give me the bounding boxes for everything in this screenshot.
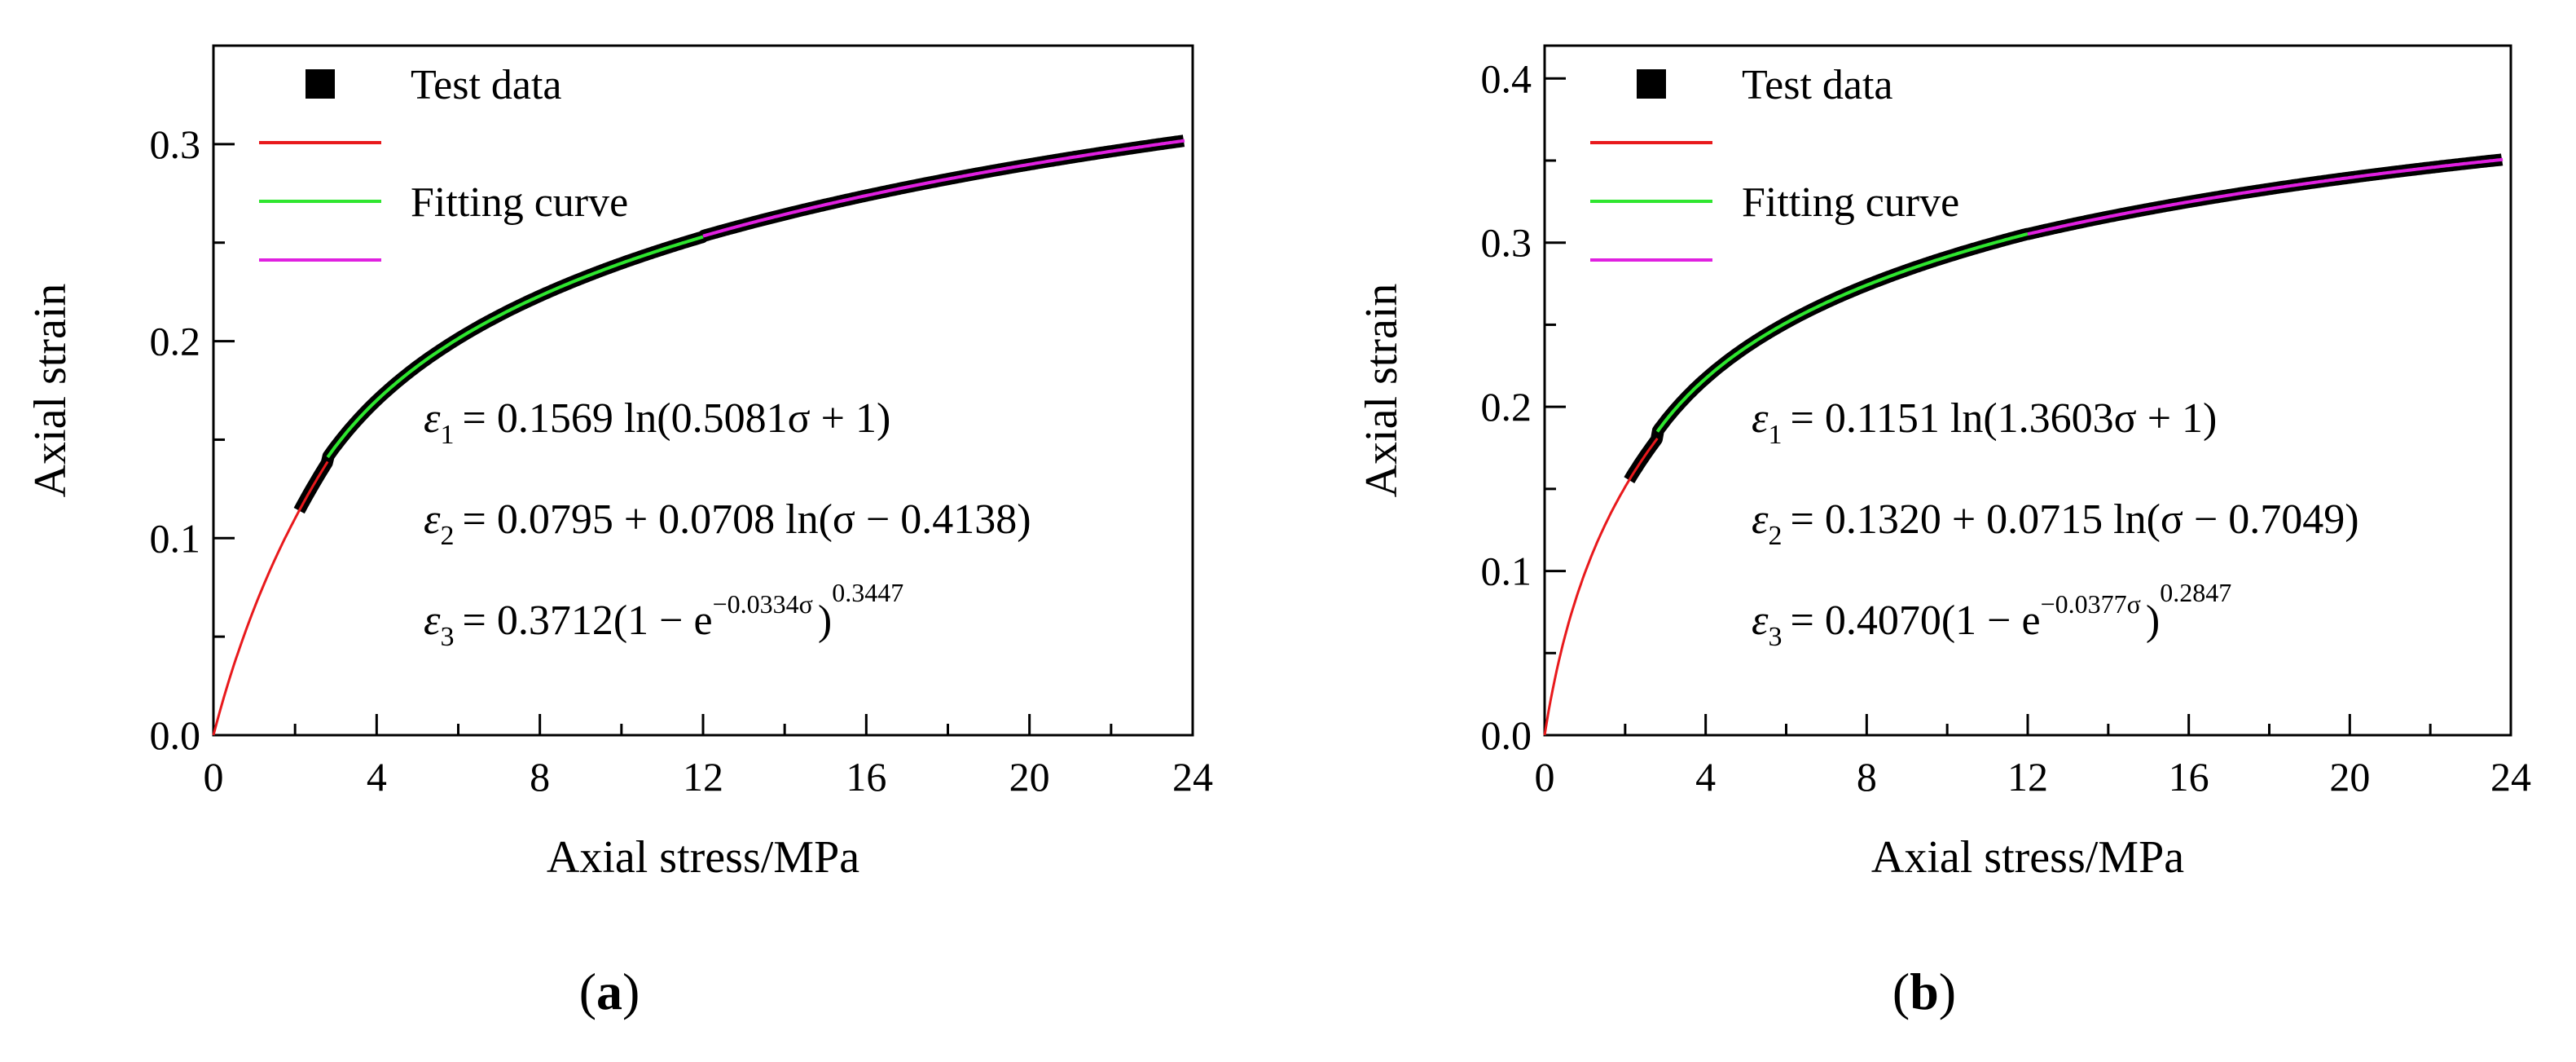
chart-a-equation-2: ε2 = 0.0795 + 0.0708 ln(σ − 0.4138) bbox=[424, 496, 1031, 551]
chart-b-equation-symbol: ε bbox=[1752, 395, 1769, 442]
chart-a-equation-body: = 0.3712(1 − e bbox=[463, 597, 713, 644]
chart-b-legend-label: Fitting curve bbox=[1742, 179, 1959, 226]
chart-a-y-tick-label: 0.3 bbox=[150, 121, 201, 167]
chart-a-x-tick-label: 16 bbox=[846, 754, 886, 800]
chart-a-equation-3: ε3 = 0.3712(1 − e−0.0334σ)0.3447 bbox=[424, 578, 903, 652]
chart-b-fit-curve-stage1 bbox=[1543, 437, 1659, 736]
chart-b-legend-square-marker bbox=[1637, 69, 1666, 99]
caption-b: (b) bbox=[1892, 963, 1957, 1020]
chart-b-equation-subscript: 3 bbox=[1769, 622, 1783, 652]
chart-a-fit-curve-stage1 bbox=[212, 460, 329, 736]
chart-b-y-tick-label: 0.0 bbox=[1481, 712, 1532, 758]
chart-b-y-axis-label: Axial strain bbox=[1356, 284, 1407, 498]
chart-b-equation-symbol: ε bbox=[1752, 496, 1769, 543]
chart-a-x-tick-label: 20 bbox=[1009, 754, 1050, 800]
chart-b-equation-tail: ) bbox=[2146, 597, 2160, 644]
chart-a-y-axis-label: Axial strain bbox=[25, 284, 76, 498]
chart-b-y-tick-label: 0.1 bbox=[1481, 549, 1532, 594]
chart-a-x-tick-label: 24 bbox=[1172, 754, 1213, 800]
chart-a-x-tick-label: 12 bbox=[683, 754, 723, 800]
chart-b-legend-label: Test data bbox=[1742, 62, 1893, 108]
chart-a-equation-power: 0.3447 bbox=[832, 578, 903, 607]
chart-a-equation-exponent: −0.0334σ bbox=[713, 589, 813, 619]
chart-a-equation-symbol: ε bbox=[424, 597, 441, 644]
chart-b-x-tick-label: 4 bbox=[1695, 754, 1716, 800]
chart-a-y-tick-label: 0.1 bbox=[150, 515, 201, 561]
caption-a: (a) bbox=[578, 963, 640, 1020]
chart-a-equation-1: ε1 = 0.1569 ln(0.5081σ + 1) bbox=[424, 395, 890, 450]
chart-b-y-tick-label: 0.3 bbox=[1481, 220, 1532, 266]
chart-a-equation-tail: ) bbox=[818, 597, 832, 644]
chart-a-x-tick-label: 4 bbox=[367, 754, 387, 800]
chart-b-equation-body: = 0.1151 ln(1.3603σ + 1) bbox=[1791, 395, 2218, 442]
chart-a-x-axis-label: Axial stress/MPa bbox=[547, 832, 859, 883]
chart-a-y-tick-label: 0.0 bbox=[150, 712, 201, 758]
chart-panel-b: 0 4 8 12 16 20 24 0.0 0.1 0.2 0.3 0.4 Axial stress/M… bbox=[1320, 0, 2576, 962]
chart-a-fit-curve-stage3 bbox=[702, 139, 1185, 238]
chart-b-equation-3: ε3 = 0.4070(1 − e−0.0377σ)0.2847 bbox=[1752, 578, 2231, 652]
chart-b-equation-body: = 0.4070(1 − e bbox=[1791, 597, 2041, 644]
chart-b-equation-2: ε2 = 0.1320 + 0.0715 ln(σ − 0.7049) bbox=[1752, 496, 2359, 551]
chart-b-equation-symbol: ε bbox=[1752, 597, 1769, 644]
chart-a-equation-symbol: ε bbox=[424, 496, 441, 543]
chart-b-equation-subscript: 2 bbox=[1769, 521, 1783, 551]
chart-a-y-tick-label: 0.2 bbox=[150, 319, 201, 364]
chart-a-equation-subscript: 1 bbox=[441, 420, 455, 450]
chart-b-x-tick-label: 16 bbox=[2169, 754, 2209, 800]
chart-a-equation-subscript: 2 bbox=[441, 521, 455, 551]
chart-a-x-tick-label: 8 bbox=[530, 754, 550, 800]
chart-b-x-tick-label: 24 bbox=[2490, 754, 2531, 800]
chart-b-equation-subscript: 1 bbox=[1769, 420, 1783, 450]
chart-b-equation-1: ε1 = 0.1151 ln(1.3603σ + 1) bbox=[1752, 395, 2217, 450]
chart-a-fit-curve-stage2 bbox=[326, 235, 704, 459]
chart-a-equation-symbol: ε bbox=[424, 395, 441, 442]
chart-b-equation-exponent: −0.0377σ bbox=[2041, 589, 2141, 619]
chart-a-equation-subscript: 3 bbox=[441, 622, 455, 652]
chart-b-x-tick-label: 0 bbox=[1535, 754, 1555, 800]
chart-a-x-tick-label: 0 bbox=[204, 754, 224, 800]
chart-a-legend-square-marker bbox=[306, 69, 335, 99]
chart-b-x-tick-label: 20 bbox=[2329, 754, 2370, 800]
chart-panel-a: 0 4 8 12 16 20 24 0.0 0.1 0.2 0.3 Axial stress/MPa A… bbox=[0, 0, 1271, 962]
chart-a-legend-label: Test data bbox=[411, 62, 562, 108]
chart-b-x-tick-label: 12 bbox=[2007, 754, 2048, 800]
chart-b-y-tick-label: 0.4 bbox=[1481, 55, 1532, 101]
chart-b-fit-curve-stage2 bbox=[1655, 232, 2029, 433]
chart-b-x-tick-label: 8 bbox=[1857, 754, 1877, 800]
chart-a-equation-body: = 0.0795 + 0.0708 ln(σ − 0.4138) bbox=[463, 496, 1031, 543]
chart-a-legend-label: Fitting curve bbox=[411, 179, 628, 226]
chart-b-x-axis-label: Axial stress/MPa bbox=[1871, 832, 2184, 883]
chart-b-equation-body: = 0.1320 + 0.0715 ln(σ − 0.7049) bbox=[1791, 496, 2359, 543]
chart-b-y-tick-label: 0.2 bbox=[1481, 384, 1532, 430]
chart-a-equation-body: = 0.1569 ln(0.5081σ + 1) bbox=[463, 395, 891, 442]
chart-b-equation-power: 0.2847 bbox=[2160, 578, 2231, 607]
chart-b-fit-curve-stage3 bbox=[2027, 157, 2503, 236]
